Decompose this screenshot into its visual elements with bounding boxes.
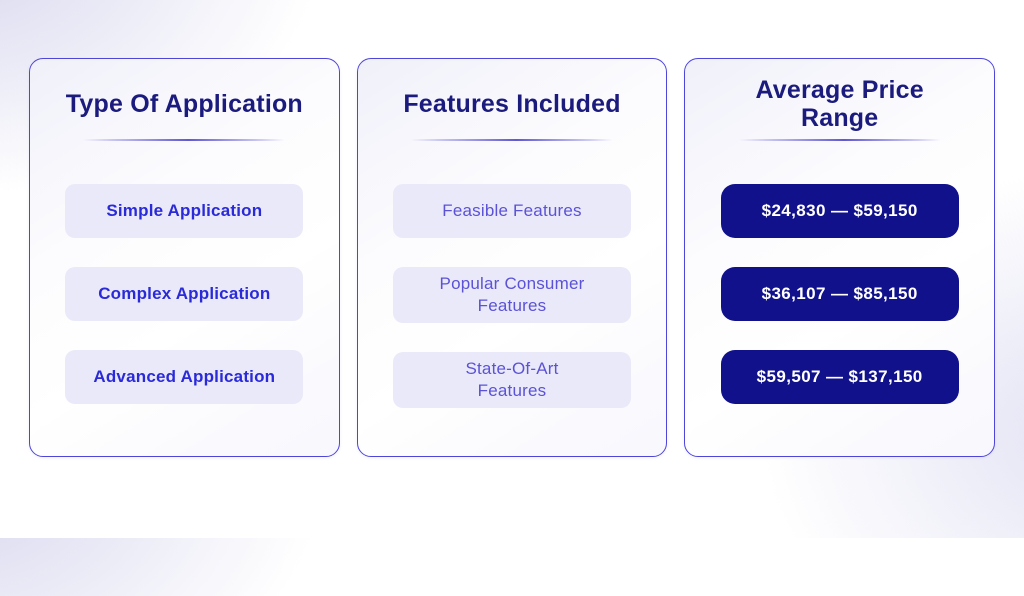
pricing-comparison-board: Type Of Application Simple Application C… [29, 58, 996, 457]
pill-label: $59,507 — $137,150 [756, 366, 923, 386]
title-divider [410, 139, 614, 141]
pill-label: Complex Application [98, 283, 271, 303]
pill-label: $36,107 — $85,150 [761, 283, 918, 303]
pill-price-simple: $24,830 — $59,150 [720, 184, 959, 238]
pill-label: Feasible Features [442, 200, 582, 220]
price-range-list: $24,830 — $59,150 $36,107 — $85,150 $59,… [699, 184, 980, 404]
card-title-wrap: Type Of Application [44, 73, 325, 135]
pill-price-advanced: $59,507 — $137,150 [720, 350, 959, 404]
pill-label: State-Of-Art Features [465, 359, 559, 401]
card-title-type-of-application: Type Of Application [65, 90, 303, 118]
pill-state-of-art-features: State-Of-Art Features [393, 352, 631, 409]
card-title-wrap: Average Price Range [699, 73, 980, 135]
card-title-average-price-range: Average Price Range [755, 76, 924, 132]
pill-simple-application: Simple Application [65, 184, 304, 238]
pill-label: Popular Consumer Features [439, 274, 585, 316]
pill-popular-consumer-features: Popular Consumer Features [393, 267, 631, 324]
features-list: Feasible Features Popular Consumer Featu… [372, 184, 653, 409]
card-title-features-included: Features Included [403, 90, 621, 118]
pill-label: Advanced Application [93, 366, 276, 386]
title-divider [83, 139, 286, 141]
card-type-of-application: Type Of Application Simple Application C… [29, 58, 340, 457]
pill-price-complex: $36,107 — $85,150 [720, 267, 959, 321]
pill-label: $24,830 — $59,150 [761, 200, 918, 220]
card-features-included: Features Included Feasible Features Popu… [356, 58, 668, 457]
title-divider [738, 139, 941, 141]
card-title-wrap: Features Included [372, 73, 653, 135]
pill-feasible-features: Feasible Features [393, 184, 631, 238]
pill-label: Simple Application [106, 200, 263, 220]
pill-complex-application: Complex Application [65, 267, 304, 321]
pill-advanced-application: Advanced Application [65, 350, 304, 404]
card-average-price-range: Average Price Range $24,830 — $59,150 $3… [684, 58, 996, 457]
application-type-list: Simple Application Complex Application A… [44, 184, 325, 404]
